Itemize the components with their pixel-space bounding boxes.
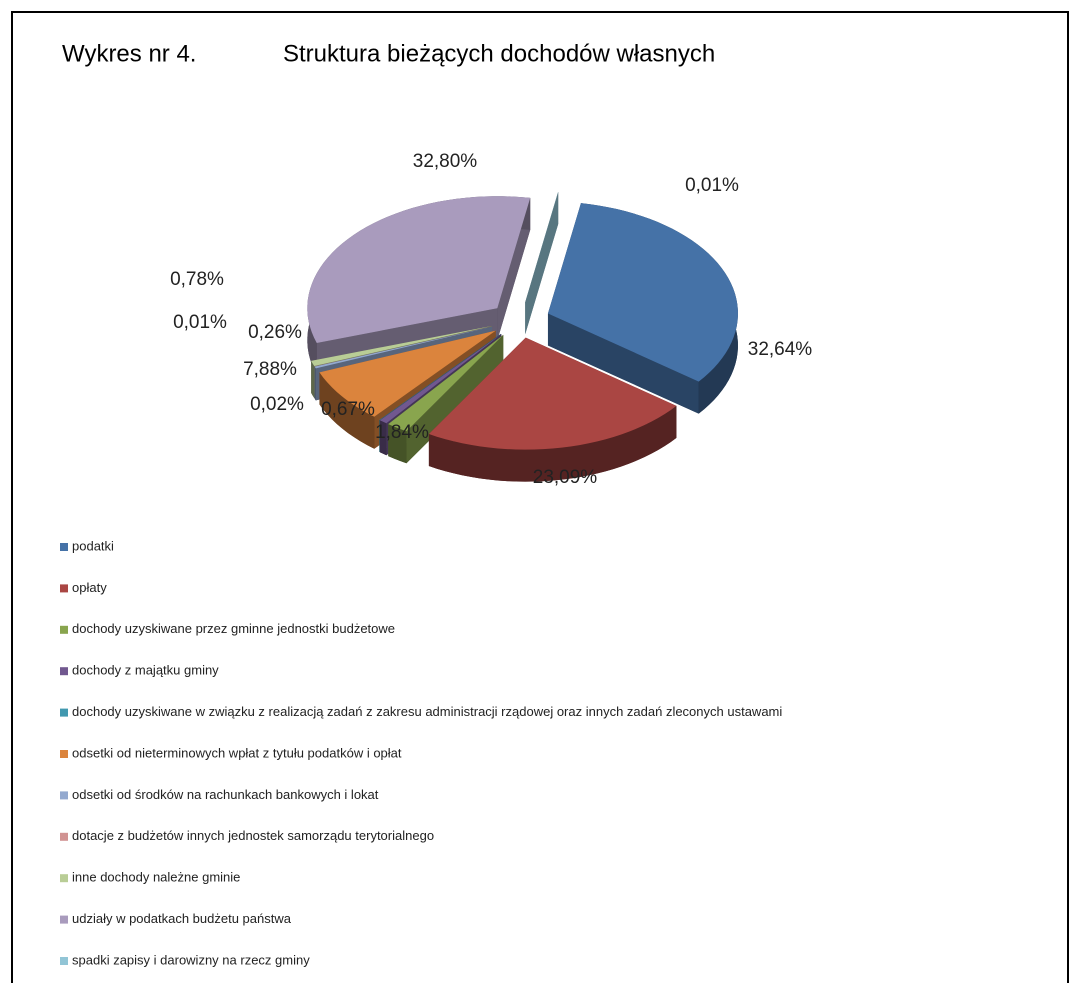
data-label: 0,01% [685,175,739,196]
chart-title: Struktura bieżących dochodów własnych [283,40,715,67]
pie-slice [547,203,738,414]
legend-label: dochody uzyskiwane przez gminne jednostk… [72,621,395,636]
legend-label: dotacje z budżetów innych jednostek samo… [72,828,434,843]
slice-top [379,333,501,421]
legend-swatch [60,957,68,965]
data-label: 32,80% [413,151,478,172]
legend-swatch [60,791,68,800]
legend-swatch [60,915,68,924]
legend-label: dochody z majątku gminy [72,663,219,678]
pie-slice [307,196,531,376]
data-label: 0,67% [321,399,375,420]
data-label: 1,84% [375,422,429,443]
slice-top [380,334,502,424]
slice-side [547,313,699,414]
data-label: 0,02% [250,394,304,415]
slice-side [497,197,531,341]
slice-side [388,334,504,457]
slice-top [314,326,493,369]
legend-label: odsetki od nieterminowych wpłat z tytułu… [72,745,402,760]
slice-wall [380,420,387,456]
legend-swatch [60,832,68,841]
chart-label: Wykres nr 4. [62,40,196,67]
data-label: 0,01% [173,312,227,333]
slice-top [307,196,531,344]
slice-top [525,191,559,303]
frame [11,11,1069,983]
legend-label: udziały w podatkach budżetu państwa [72,911,292,926]
slice-wall [428,405,677,482]
legend-swatch [60,625,68,634]
legend-swatch [60,874,68,883]
legend-label: inne dochody należne gminie [72,870,240,885]
slice-top [319,330,496,417]
legend-swatch [60,750,68,758]
slice-top [428,337,677,450]
legend-swatch [60,708,68,717]
legend-label: dochody uzyskiwane w związku z realizacj… [72,704,782,719]
data-label: 0,78% [170,269,224,290]
data-label: 7,88% [243,359,297,380]
slice-wall [311,360,315,399]
slice-wall [388,424,407,464]
slice-top [388,334,504,432]
legend-swatch [60,667,68,676]
pie-slice [428,337,677,482]
legend-label: odsetki od środków na rachunkach bankowy… [72,787,379,802]
slice-top [311,326,492,367]
legend-label: podatki [72,538,114,553]
slice-side [525,191,559,335]
data-label: 32,64% [748,339,813,360]
slice-top [314,326,492,367]
data-label: 23,09% [533,467,598,488]
legend-swatch [60,543,68,551]
data-label: 0,26% [248,322,302,343]
legend-label: opłaty [72,580,107,595]
slice-wall [319,372,375,449]
legend-swatch [60,584,68,593]
legend-label: spadki zapisy i darowizny na rzecz gminy [72,952,310,967]
slice-top [547,203,738,382]
pie-slice [525,191,559,335]
slice-wall [314,366,316,401]
